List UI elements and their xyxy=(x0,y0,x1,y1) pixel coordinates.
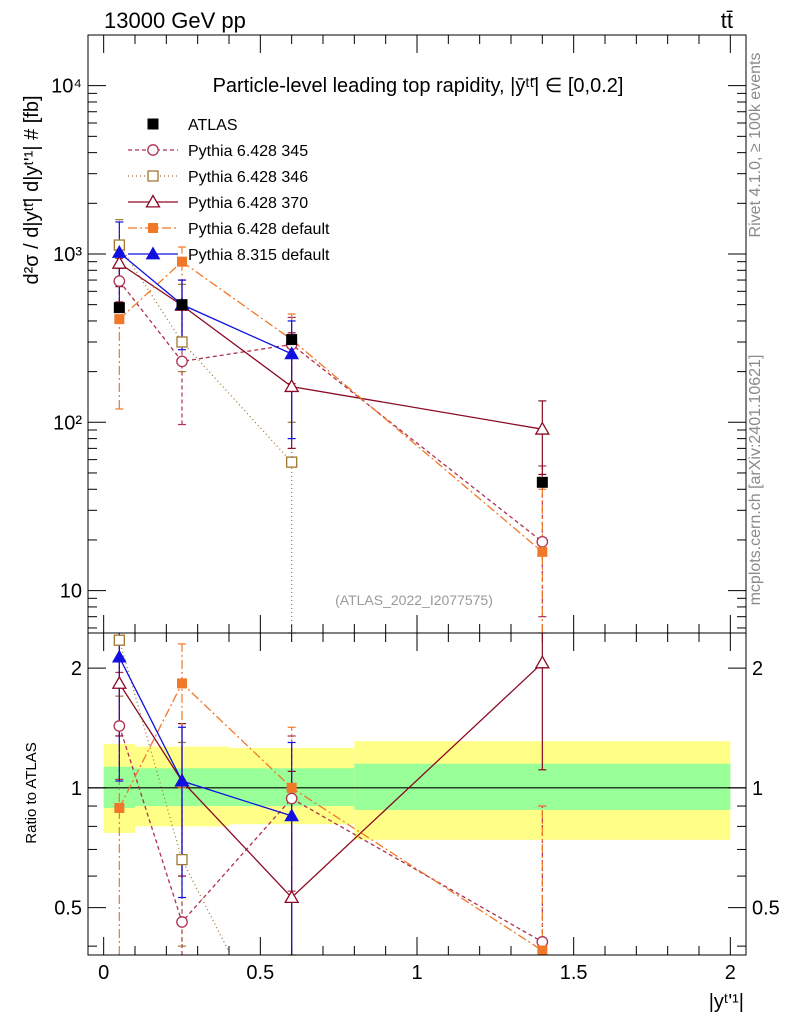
legend-label: Pythia 6.428 default xyxy=(188,221,330,238)
series-line-0 xyxy=(118,280,543,543)
ratio-bands xyxy=(88,741,746,840)
ratio-y-tick-label-right: 1 xyxy=(752,778,763,800)
ratio-panel: 0.5 0.5 1 1 2 2 0 0.5 1 1.5 2 Ratio to ATLAS |yᵗ'¹… xyxy=(23,632,780,1013)
legend-label: Pythia 6.428 370 xyxy=(188,195,308,212)
x-tick-label: 0 xyxy=(98,962,109,984)
legend-marker xyxy=(147,170,159,182)
x-tick-label: 0.5 xyxy=(246,962,274,984)
legend-marker xyxy=(148,223,158,233)
series-point-1 xyxy=(286,456,298,468)
ratio-point-1 xyxy=(113,634,125,646)
series-point-3 xyxy=(537,546,548,557)
series-point-1 xyxy=(176,336,188,348)
series-point-2 xyxy=(284,378,300,393)
ratio-stat-uncertainty-band xyxy=(354,763,731,810)
main-title: Particle-level leading top rapidity, |ȳᵗ… xyxy=(213,75,624,97)
ratio-point-2 xyxy=(284,889,300,904)
ratio-y-tick-label-right: 0.5 xyxy=(752,898,780,920)
ratio-point-0 xyxy=(285,792,298,805)
ratio-point-4 xyxy=(174,773,190,787)
series-line-2 xyxy=(118,262,543,430)
atlas-data-point xyxy=(113,302,125,314)
series-point-0 xyxy=(113,275,126,287)
rivet-version-text: Rivet 4.1.0, ≥ 100k events xyxy=(747,53,764,238)
ratio-point-0 xyxy=(536,936,549,948)
ratio-line-3 xyxy=(118,682,543,952)
atlas-data-point xyxy=(536,476,548,488)
legend-label: Pythia 6.428 345 xyxy=(188,143,308,160)
series-line-3 xyxy=(118,260,543,553)
x-axis-label: |yᵗ'¹| xyxy=(709,991,744,1013)
ratio-frame xyxy=(87,632,747,956)
ratio-series-layer xyxy=(111,633,550,956)
series-point-3 xyxy=(114,314,125,325)
series-point-4 xyxy=(111,245,127,258)
ratio-point-4 xyxy=(111,649,127,663)
x-tick-label: 1.5 xyxy=(560,962,588,984)
series-line-4 xyxy=(118,252,292,355)
series-point-2 xyxy=(534,421,550,435)
ratio-point-1 xyxy=(176,853,188,866)
main-y-tick-label: 10⁴ xyxy=(51,76,82,98)
main-y-axis-label: d²σ / d|yᵗᵗ̄| d|yᵗ'¹| # [fb] xyxy=(21,95,43,284)
main-y-tick-label: 10³ xyxy=(53,244,82,266)
atlas-data-point xyxy=(286,334,298,346)
ratio-point-3 xyxy=(177,678,187,689)
series-point-2 xyxy=(111,255,127,269)
ratio-point-3 xyxy=(537,945,548,956)
ratio-y-tick-label-left: 1 xyxy=(71,778,82,800)
x-tick-label: 1 xyxy=(411,962,422,984)
legend-marker xyxy=(147,144,159,156)
main-y-tick-label: 10² xyxy=(53,412,82,434)
ratio-point-3 xyxy=(114,802,125,813)
legend-marker-atlas xyxy=(147,118,159,130)
main-frame xyxy=(87,34,747,634)
series-point-4 xyxy=(284,346,300,360)
mcplots-credit-text: mcplots.cern.ch [arXiv:2401.10621] xyxy=(747,355,764,606)
ratio-point-4 xyxy=(284,808,300,822)
main-ticks: 10 10² 10³ 10⁴ xyxy=(51,34,746,633)
legend-label: Pythia 6.428 346 xyxy=(188,169,308,186)
ratio-point-2 xyxy=(111,675,127,689)
analysis-watermark: (ATLAS_2022_I2077575) xyxy=(335,592,493,608)
atlas-data-point xyxy=(176,299,188,311)
main-series-layer xyxy=(111,219,550,634)
ratio-point-2 xyxy=(534,655,550,669)
ratio-y-tick-label-right: 2 xyxy=(752,658,763,680)
ratio-y-axis-label: Ratio to ATLAS xyxy=(23,742,40,843)
energy-label: 13000 GeV pp xyxy=(104,8,246,33)
process-label: tt̄ xyxy=(721,8,733,33)
legend: ATLAS Pythia 6.428 345 Pythia 6.428 346 Pyt… xyxy=(128,117,330,264)
series-point-0 xyxy=(176,355,188,368)
ratio-point-0 xyxy=(113,720,126,732)
legend-marker xyxy=(145,246,161,260)
ratio-line-2 xyxy=(118,662,543,899)
ratio-y-tick-label-left: 2 xyxy=(71,658,82,680)
ratio-point-0 xyxy=(176,916,188,928)
main-panel: 10 10² 10³ 10⁴ Particle-level leading top r… xyxy=(21,34,747,634)
ratio-point-3 xyxy=(286,782,297,793)
series-line-1 xyxy=(118,244,293,463)
series-point-3 xyxy=(177,256,187,267)
legend-label: Pythia 8.315 default xyxy=(188,247,330,264)
x-tick-label: 2 xyxy=(725,962,736,984)
ratio-ticks: 0.5 0.5 1 1 2 2 0 0.5 1 1.5 2 xyxy=(54,633,780,984)
main-y-tick-label: 10 xyxy=(60,581,82,603)
ratio-line-0 xyxy=(118,725,543,943)
ratio-y-tick-label-left: 0.5 xyxy=(54,898,82,920)
legend-label-atlas: ATLAS xyxy=(188,117,238,134)
series-point-0 xyxy=(536,535,549,548)
legend-marker xyxy=(145,194,161,208)
